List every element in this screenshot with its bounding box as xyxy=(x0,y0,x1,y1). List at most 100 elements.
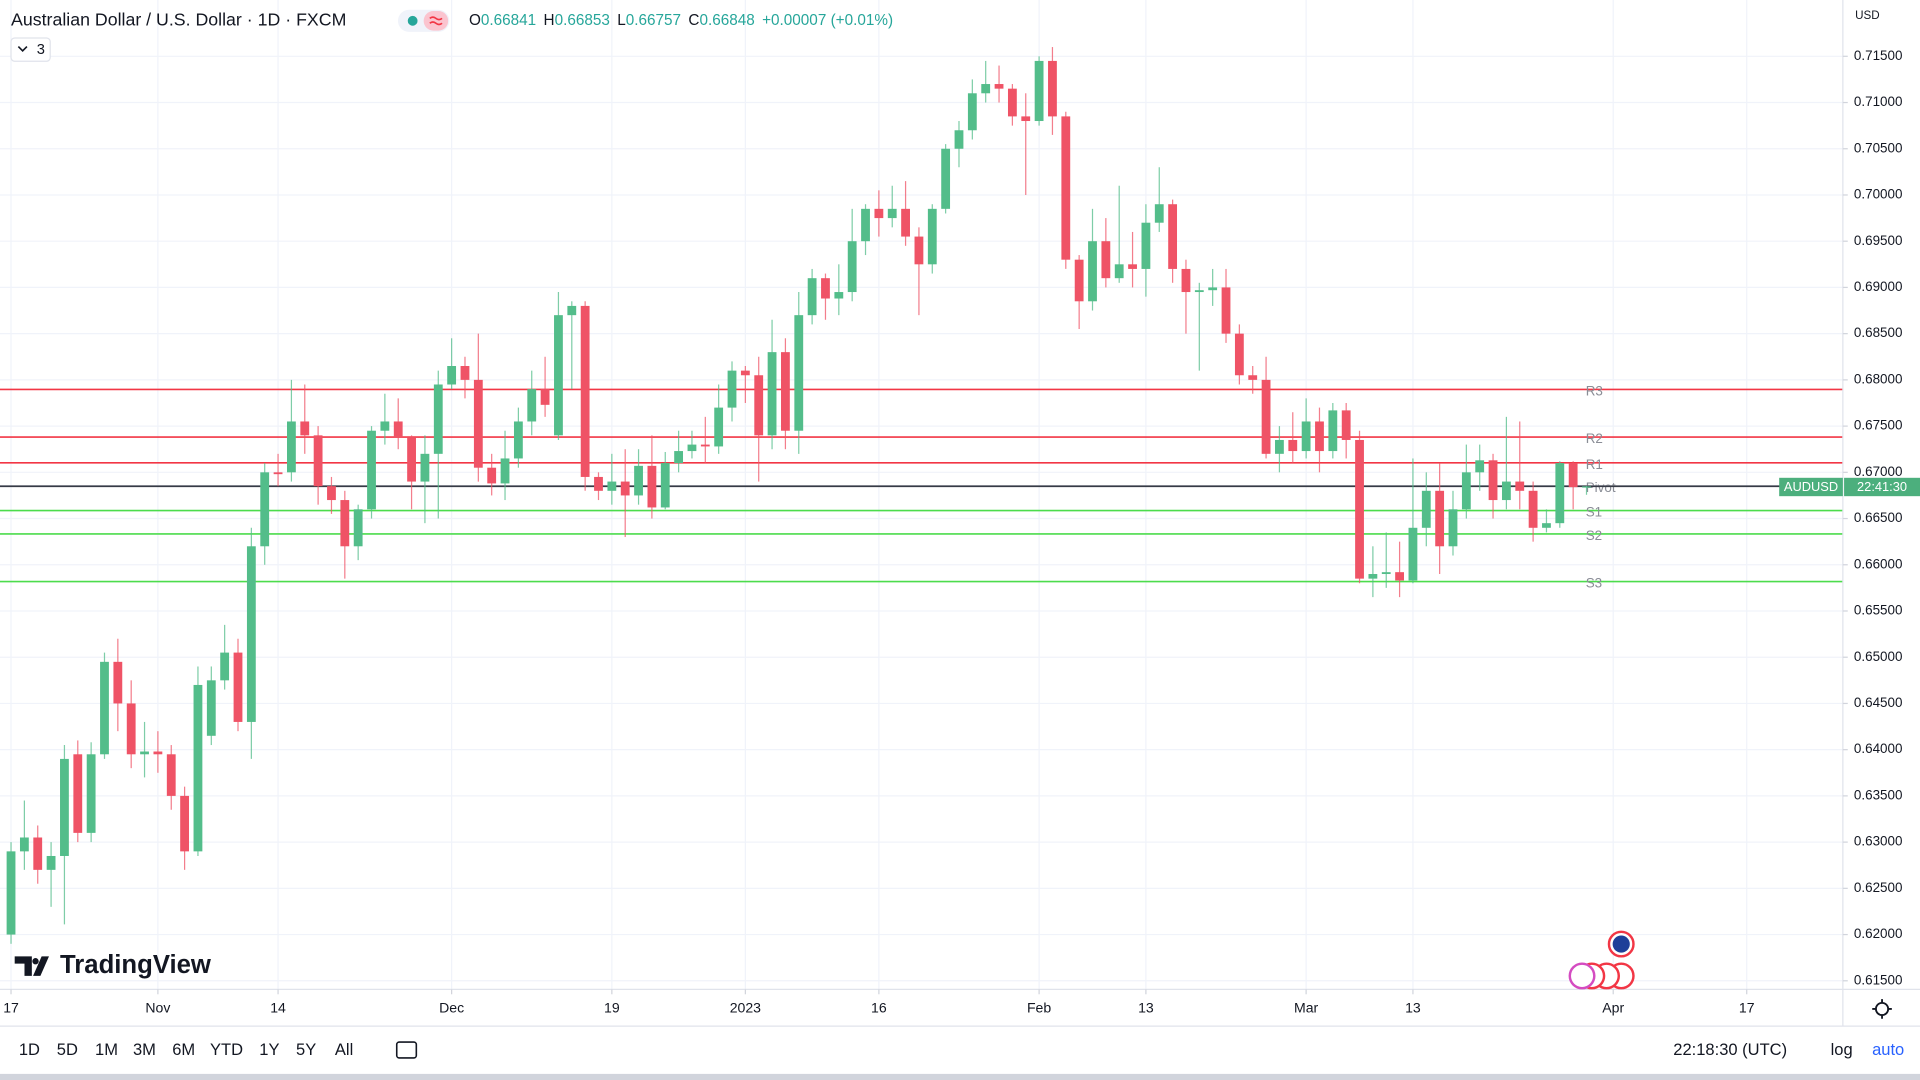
y-tick-label: 0.66000 xyxy=(1854,556,1903,571)
candle-body xyxy=(260,472,270,547)
range-button[interactable]: 3M xyxy=(133,1040,156,1059)
y-tick-label: 0.71500 xyxy=(1854,48,1903,63)
candle-body xyxy=(1288,439,1298,452)
candle-body xyxy=(500,458,510,484)
candle-body xyxy=(1341,410,1351,440)
currency: USD xyxy=(1855,9,1880,22)
candle-body xyxy=(287,421,296,473)
candle-body xyxy=(1582,486,1591,488)
x-tick-label: 16 xyxy=(871,1000,887,1016)
y-tick-label: 0.64000 xyxy=(1854,741,1903,756)
data-icon xyxy=(429,16,443,26)
candle-body xyxy=(1194,290,1204,293)
candle-body xyxy=(1275,439,1284,454)
ohlc-key: C xyxy=(688,12,699,29)
data-badge xyxy=(423,11,449,31)
x-tick-label: 14 xyxy=(270,1000,286,1016)
candles xyxy=(6,47,1591,944)
bottom-strip xyxy=(0,1073,1920,1080)
date-range-icon[interactable] xyxy=(395,1041,418,1059)
candle-body xyxy=(100,661,109,755)
y-tick-label: 0.70500 xyxy=(1854,140,1903,155)
candle-body xyxy=(447,366,457,385)
range-button[interactable]: All xyxy=(335,1040,353,1059)
candle-body xyxy=(73,754,83,833)
log-toggle[interactable]: log xyxy=(1831,1040,1853,1059)
x-tick-label: Feb xyxy=(1027,1000,1051,1016)
candle-body xyxy=(86,754,96,833)
range-button[interactable]: YTD xyxy=(210,1040,243,1059)
candle-body xyxy=(754,375,764,436)
event-flag[interactable] xyxy=(1568,962,1596,990)
candle-body xyxy=(1301,421,1311,452)
candle-body xyxy=(527,389,537,422)
candle-body xyxy=(567,305,577,316)
candle-body xyxy=(594,476,603,491)
symbol-label: AUDUSD xyxy=(1784,479,1838,494)
level-label: R2 xyxy=(1586,431,1603,446)
range-button[interactable]: 1D xyxy=(19,1040,40,1059)
candle-body xyxy=(727,370,737,408)
symbol-label-box xyxy=(1779,477,1843,497)
candle-body xyxy=(126,703,136,755)
candle-body xyxy=(1181,268,1191,293)
y-tick-label: 0.69000 xyxy=(1854,279,1903,294)
market-open-dot xyxy=(407,15,418,26)
chevron-icon xyxy=(17,45,28,52)
ohlc-key: H xyxy=(544,12,555,29)
candle-body xyxy=(1154,204,1164,223)
x-tick-label: Dec xyxy=(439,1000,464,1016)
brand-logo xyxy=(14,956,49,976)
auto-toggle[interactable]: auto xyxy=(1872,1040,1904,1059)
event-flag-inner xyxy=(1612,935,1630,953)
x-tick-label: Apr xyxy=(1602,1000,1624,1016)
candle-body xyxy=(513,421,523,459)
candle-body xyxy=(460,366,470,380)
range-button[interactable]: 1Y xyxy=(259,1040,279,1059)
candle-body xyxy=(273,472,283,475)
indicators-toggle[interactable] xyxy=(10,37,51,62)
candle-body xyxy=(967,93,977,131)
level-label: R3 xyxy=(1586,383,1603,398)
candle-body xyxy=(1208,287,1218,291)
candle-body xyxy=(407,437,416,482)
x-tick-label: 17 xyxy=(3,1000,19,1016)
candle-body xyxy=(1234,333,1244,376)
settings-icon-teeth xyxy=(1872,999,1892,1019)
y-tick-label: 0.65500 xyxy=(1854,603,1903,618)
y-tick-label: 0.63500 xyxy=(1854,787,1903,802)
candle-body xyxy=(941,148,951,209)
candle-body xyxy=(1021,116,1031,122)
y-tick-label: 0.63000 xyxy=(1854,834,1903,849)
candle-body xyxy=(807,278,817,316)
range-button[interactable]: 5Y xyxy=(296,1040,316,1059)
candle-body xyxy=(206,680,216,736)
axes: 0.61500 0.62000 0.62500 0.63000 0.63500 0.640… xyxy=(3,48,1920,1016)
candle-body xyxy=(1101,241,1111,279)
candle-body xyxy=(1248,375,1258,380)
y-tick-label: 0.61500 xyxy=(1854,972,1903,987)
candle-body xyxy=(1315,421,1324,452)
candle-body xyxy=(1408,527,1418,581)
ohlc-key: L xyxy=(617,12,626,29)
candle-body xyxy=(554,315,563,436)
candle-body xyxy=(300,421,310,436)
range-button[interactable]: 1M xyxy=(95,1040,118,1059)
candle-body xyxy=(660,463,670,508)
ohlc-values: O0.66841 H0.66853 L0.66757 C0.66848 +0.00007… xyxy=(469,12,893,29)
range-button[interactable]: 6M xyxy=(172,1040,195,1059)
candle-body xyxy=(1114,264,1124,279)
indicator-count: 3 xyxy=(37,42,45,58)
x-tick-label: 19 xyxy=(604,1000,620,1016)
candle-body xyxy=(1168,204,1178,269)
candle-body xyxy=(580,305,590,477)
y-tick-label: 0.65000 xyxy=(1854,649,1903,664)
grid xyxy=(0,0,1843,990)
x-tick-label: 13 xyxy=(1138,1000,1154,1016)
candle-body xyxy=(767,352,777,436)
brand-logo-dot xyxy=(32,958,39,965)
y-tick-label: 0.69500 xyxy=(1854,233,1903,248)
candle-body xyxy=(1555,463,1565,524)
range-button[interactable]: 5D xyxy=(57,1040,78,1059)
